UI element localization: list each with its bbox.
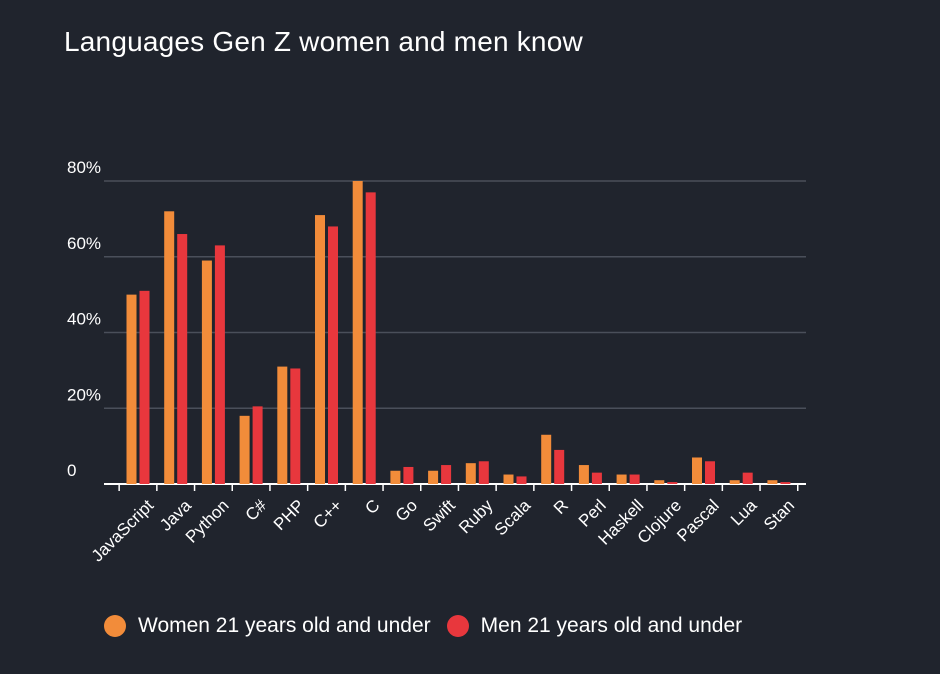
bar-women-swift[interactable] — [428, 470, 439, 484]
legend-item-men[interactable]: Men 21 years old and under — [446, 614, 743, 638]
bar-men-go[interactable] — [403, 466, 414, 484]
bar-women-haskell[interactable] — [616, 474, 627, 484]
legend-swatch-men — [446, 615, 469, 637]
bar-men-c-[interactable] — [252, 406, 263, 484]
x-tick-label: JavaScript — [88, 496, 158, 566]
y-tick-label: 40% — [67, 310, 101, 329]
x-tick-label: Go — [392, 496, 421, 525]
bar-women-r[interactable] — [541, 434, 552, 484]
bar-women-pascal[interactable] — [692, 457, 702, 484]
bar-men-stan[interactable] — [780, 482, 791, 484]
x-tick-label: C — [361, 496, 383, 518]
y-tick-label: 20% — [67, 385, 101, 404]
bar-men-c-[interactable] — [328, 226, 338, 484]
x-tick-label: Python — [182, 496, 233, 547]
bar-women-perl[interactable] — [578, 465, 589, 484]
bar-men-r[interactable] — [554, 449, 565, 484]
bar-women-javascript[interactable] — [126, 294, 137, 484]
bar-women-java[interactable] — [164, 211, 175, 485]
bar-men-perl[interactable] — [591, 472, 602, 484]
x-tick-label: R — [550, 496, 572, 518]
y-tick-label: 0 — [67, 461, 76, 480]
x-tick-label: Swift — [419, 496, 459, 536]
bar-men-swift[interactable] — [441, 465, 452, 484]
bar-men-python[interactable] — [214, 245, 225, 484]
bar-women-c[interactable] — [352, 181, 363, 484]
bar-women-ruby[interactable] — [465, 463, 476, 484]
bar-women-clojure[interactable] — [654, 480, 665, 484]
x-tick-label: PHP — [270, 496, 308, 534]
bar-women-c-[interactable] — [239, 415, 250, 484]
legend-label-women: Women 21 years old and under — [138, 614, 431, 637]
x-tick-label: Pascal — [673, 496, 723, 546]
bar-women-lua[interactable] — [729, 480, 740, 484]
bar-men-ruby[interactable] — [478, 461, 489, 484]
x-tick-label: Lua — [727, 496, 761, 530]
bar-women-php[interactable] — [277, 366, 288, 484]
bar-men-scala[interactable] — [516, 476, 527, 484]
bar-men-clojure[interactable] — [667, 482, 678, 484]
bar-men-haskell[interactable] — [629, 474, 640, 484]
legend-swatch-women — [104, 615, 126, 637]
chart-title: Languages Gen Z women and men know — [64, 26, 583, 57]
x-tick-label: C++ — [310, 496, 346, 532]
bar-women-stan[interactable] — [767, 480, 778, 484]
legend-label-men: Men 21 years old and under — [480, 614, 743, 637]
y-tick-label: 80% — [67, 158, 101, 177]
x-tick-label: C# — [242, 495, 271, 524]
x-tick-label: Scala — [491, 495, 535, 539]
bar-men-lua[interactable] — [742, 472, 753, 484]
y-tick-label: 60% — [67, 234, 101, 253]
bar-women-c-[interactable] — [315, 215, 325, 484]
bar-men-pascal[interactable] — [705, 461, 715, 484]
bar-men-javascript[interactable] — [139, 290, 150, 484]
bar-women-python[interactable] — [201, 260, 212, 484]
bar-men-c[interactable] — [365, 192, 376, 485]
bar-men-php[interactable] — [290, 368, 301, 484]
chart-legend: Women 21 years old and under Men 21 year… — [104, 614, 758, 638]
bar-women-go[interactable] — [390, 470, 401, 484]
legend-item-women[interactable]: Women 21 years old and under — [104, 614, 431, 638]
bar-women-scala[interactable] — [503, 474, 514, 484]
x-tick-label: Ruby — [455, 496, 497, 538]
bar-men-java[interactable] — [177, 234, 188, 484]
x-tick-label: Stan — [760, 496, 798, 534]
